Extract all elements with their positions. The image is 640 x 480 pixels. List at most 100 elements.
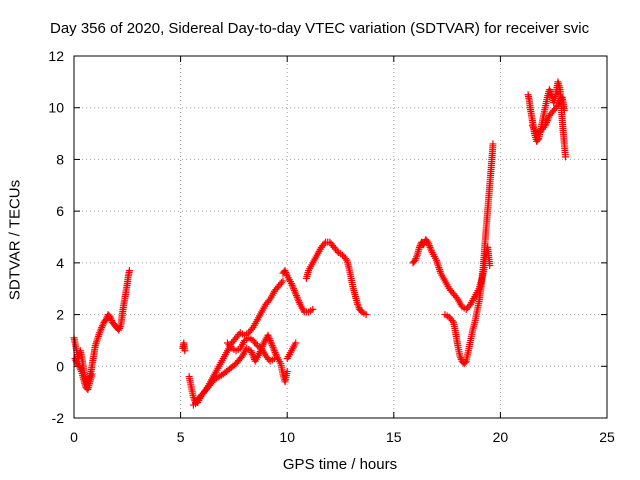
data-point bbox=[543, 117, 551, 125]
data-point bbox=[248, 348, 256, 356]
data-point bbox=[77, 366, 85, 374]
data-point bbox=[561, 153, 569, 161]
data-point bbox=[75, 362, 83, 370]
y-tick-label: 0 bbox=[56, 358, 64, 374]
data-point bbox=[268, 340, 276, 348]
data-point bbox=[489, 140, 497, 148]
data-point bbox=[278, 279, 286, 287]
data-point bbox=[294, 295, 302, 303]
data-point bbox=[255, 349, 263, 357]
data-point bbox=[247, 347, 255, 355]
data-point bbox=[271, 348, 279, 356]
data-point bbox=[98, 324, 106, 331]
data-point bbox=[545, 86, 553, 94]
data-point bbox=[270, 347, 278, 355]
data-point bbox=[448, 317, 456, 325]
data-point bbox=[426, 243, 434, 251]
data-point bbox=[288, 281, 296, 289]
data-point bbox=[97, 325, 105, 333]
data-point bbox=[341, 255, 349, 263]
data-point bbox=[125, 267, 133, 275]
data-point bbox=[287, 280, 295, 288]
y-tick-label: 12 bbox=[48, 48, 64, 64]
data-point bbox=[270, 355, 278, 363]
data-point bbox=[412, 255, 420, 263]
y-tick-label: 6 bbox=[56, 203, 64, 219]
data-point bbox=[435, 264, 443, 272]
data-point bbox=[264, 331, 272, 339]
data-point bbox=[96, 329, 104, 337]
data-point bbox=[189, 393, 197, 401]
data-point bbox=[281, 267, 289, 275]
data-point bbox=[93, 336, 101, 344]
data-point bbox=[293, 293, 301, 301]
y-tick-label: -2 bbox=[52, 410, 65, 426]
data-point bbox=[72, 356, 80, 364]
data-point bbox=[292, 290, 300, 298]
data-point bbox=[107, 315, 115, 323]
data-point bbox=[413, 253, 421, 261]
data-point bbox=[88, 370, 96, 378]
data-point bbox=[534, 136, 542, 144]
data-point bbox=[424, 238, 432, 246]
data-point bbox=[115, 326, 123, 334]
data-point bbox=[279, 277, 287, 285]
x-tick-label: 15 bbox=[386, 429, 402, 445]
plot-frame bbox=[73, 55, 608, 419]
data-point bbox=[541, 122, 549, 130]
data-point bbox=[542, 120, 550, 128]
data-point bbox=[434, 262, 442, 270]
data-point bbox=[546, 87, 554, 95]
y-tick-label: 2 bbox=[56, 307, 64, 323]
data-point bbox=[283, 367, 291, 375]
data-point bbox=[226, 342, 234, 350]
data-point bbox=[333, 247, 341, 255]
data-point bbox=[425, 240, 433, 248]
data-points bbox=[70, 78, 569, 409]
x-tick-label: 25 bbox=[599, 429, 615, 445]
data-point bbox=[265, 297, 273, 305]
data-point bbox=[270, 345, 278, 353]
data-point bbox=[106, 313, 114, 321]
data-point bbox=[553, 103, 561, 111]
data-point bbox=[282, 270, 290, 278]
data-point bbox=[249, 352, 257, 360]
data-point bbox=[425, 242, 433, 250]
data-point bbox=[292, 292, 300, 300]
data-point bbox=[265, 335, 273, 343]
data-point bbox=[91, 342, 99, 350]
data-point bbox=[94, 334, 102, 342]
data-point bbox=[96, 327, 104, 335]
data-point bbox=[411, 256, 419, 264]
data-point bbox=[272, 350, 280, 358]
data-point bbox=[290, 286, 298, 294]
y-tick-label: 10 bbox=[48, 100, 64, 116]
data-point bbox=[452, 293, 460, 301]
data-point bbox=[465, 302, 473, 310]
data-point bbox=[267, 338, 275, 346]
axis-ticks: 0 5 10 15 20 25 -2 0 2 4 6 8 10 12 bbox=[48, 48, 615, 445]
data-point bbox=[486, 261, 494, 269]
data-point bbox=[252, 340, 260, 348]
data-point bbox=[560, 106, 568, 114]
data-point bbox=[456, 352, 464, 360]
y-tick-label: 8 bbox=[56, 151, 64, 167]
data-point bbox=[282, 268, 290, 276]
data-point bbox=[354, 302, 362, 310]
data-point bbox=[181, 347, 189, 355]
x-tick-label: 20 bbox=[493, 429, 509, 445]
chart-title: Day 356 of 2020, Sidereal Day-to-day VTE… bbox=[50, 20, 590, 37]
data-point bbox=[543, 118, 551, 126]
data-point bbox=[98, 322, 106, 330]
data-point bbox=[291, 288, 299, 296]
data-point bbox=[290, 285, 298, 293]
data-point bbox=[116, 323, 124, 331]
data-point bbox=[93, 338, 101, 346]
data-point bbox=[309, 305, 317, 313]
x-axis-label: GPS time / hours bbox=[282, 456, 398, 473]
data-point bbox=[427, 245, 435, 253]
data-point bbox=[92, 340, 100, 348]
data-point bbox=[268, 342, 276, 350]
data-point bbox=[76, 364, 84, 372]
data-point bbox=[269, 343, 277, 351]
